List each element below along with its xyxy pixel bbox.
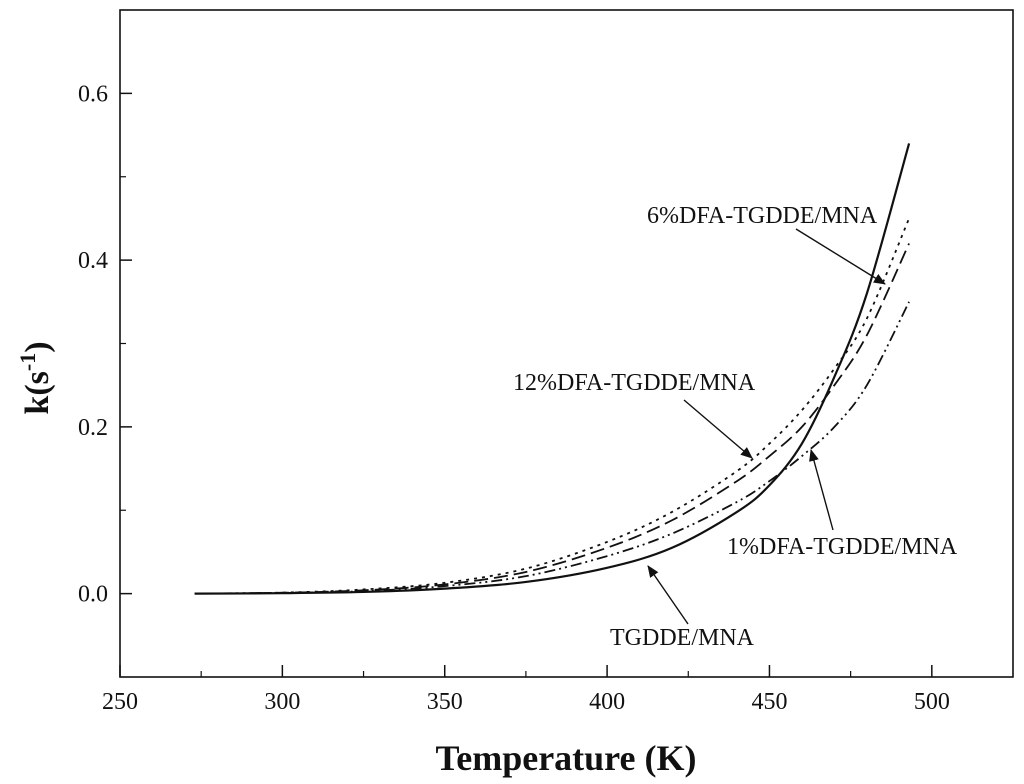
x-tick-label: 300 xyxy=(264,689,300,715)
x-tick-label: 400 xyxy=(589,689,625,715)
y-axis-title: k(s-1) xyxy=(15,341,56,414)
y-tick-label: 0.6 xyxy=(78,81,108,107)
axis-ticks xyxy=(119,92,933,677)
annotation-label-base: TGDDE/MNA xyxy=(610,625,755,651)
x-tick-label: 450 xyxy=(751,689,787,715)
annotation-arrow-1pct xyxy=(809,449,834,531)
annotation-arrow-base xyxy=(647,565,689,625)
annotation-label-6pct: 6%DFA-TGDDE/MNA xyxy=(647,203,878,229)
series-layer xyxy=(194,143,911,595)
annotation-label-12pct: 12%DFA-TGDDE/MNA xyxy=(513,370,756,396)
y-tick-label: 0.0 xyxy=(78,582,108,608)
x-tick-label: 350 xyxy=(427,689,463,715)
annotation-layer: 6%DFA-TGDDE/MNA 12%DFA-TGDDE/MNA 1%DFA-T… xyxy=(513,203,958,651)
x-tick-label: 500 xyxy=(914,689,950,715)
x-tick-label: 250 xyxy=(102,689,138,715)
y-tick-label: 0.4 xyxy=(78,248,108,274)
annotation-arrow-6pct xyxy=(795,228,886,285)
axis-tick-labels: 250 300 350 400 450 500 0.0 0.2 0.4 0.6 xyxy=(78,81,950,715)
annotation-arrow-12pct xyxy=(683,399,753,459)
x-axis-title: Temperature (K) xyxy=(436,738,697,778)
series-line-2 xyxy=(194,243,910,595)
y-tick-label: 0.2 xyxy=(78,415,108,441)
annotation-label-1pct: 1%DFA-TGDDE/MNA xyxy=(727,534,958,560)
